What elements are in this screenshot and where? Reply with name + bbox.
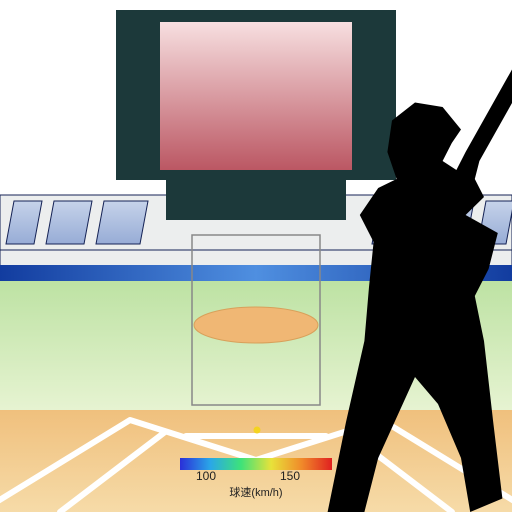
pitch-location-chart: 100 150 球速(km/h) (0, 0, 512, 512)
pitchers-mound (194, 307, 318, 343)
svg-text:150: 150 (280, 469, 300, 483)
svg-text:100: 100 (196, 469, 216, 483)
svg-text:球速(km/h): 球速(km/h) (229, 485, 282, 499)
pitch-marker (254, 427, 261, 434)
